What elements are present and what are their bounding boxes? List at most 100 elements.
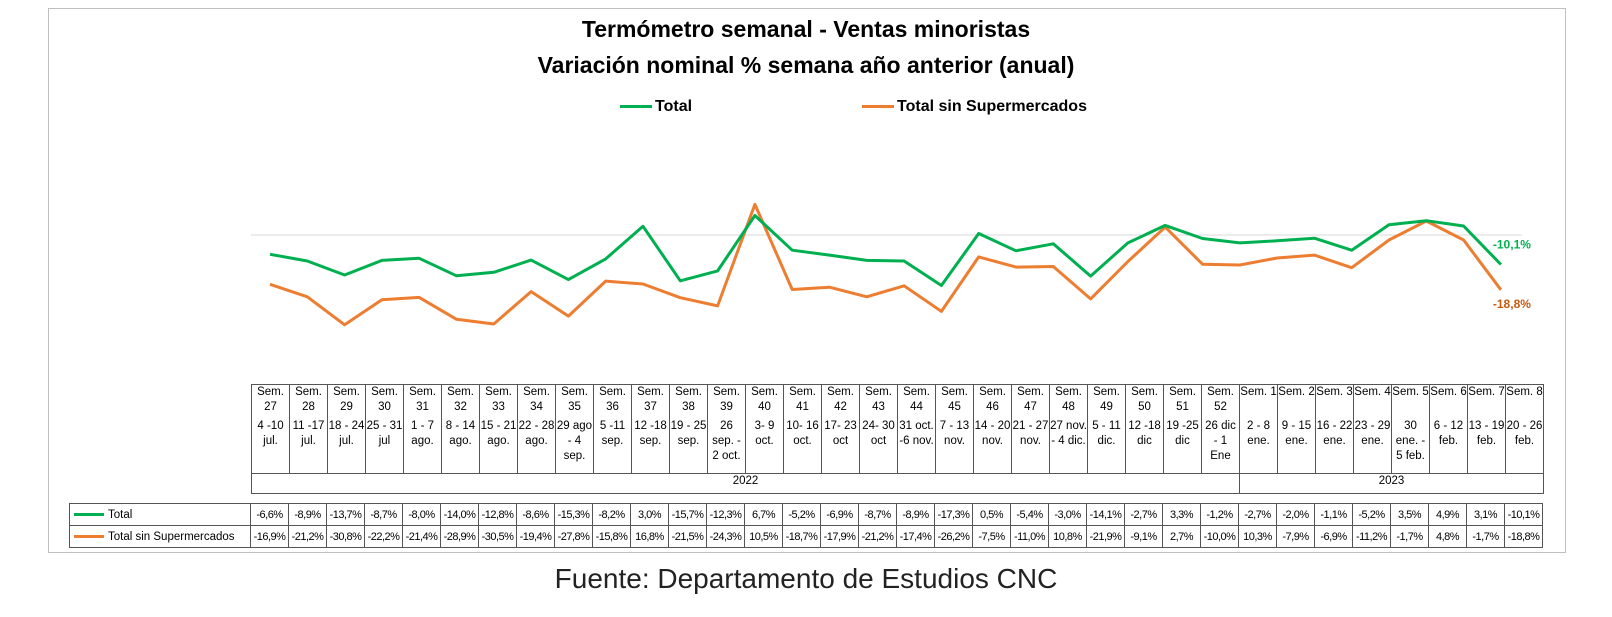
week-label: Sem. 47 — [1017, 386, 1044, 413]
value-cell: -7,5% — [972, 525, 1011, 548]
week-label: Sem. 31 — [409, 386, 436, 413]
category-cell: Sem. 8 20 - 26 feb. — [1505, 384, 1544, 474]
category-cell: Sem. 1 2 - 8 ene. — [1239, 384, 1278, 474]
category-header-row: Sem. 27 4 -10 jul. Sem. 28 11 -17 jul. Sem. … — [251, 384, 1544, 474]
week-label: Sem. 7 — [1468, 386, 1505, 398]
value-cell: -7,9% — [1276, 525, 1315, 548]
value-cell: -18,7% — [782, 525, 821, 548]
value-cell: -24,3% — [706, 525, 745, 548]
value-cell: -30,8% — [326, 525, 365, 548]
value-cell: -1,7% — [1466, 525, 1505, 548]
week-label: Sem. 8 — [1506, 386, 1543, 398]
value-cell: -1,1% — [1314, 503, 1353, 526]
category-cell: Sem. 30 25 - 31 jul — [365, 384, 404, 474]
week-label: Sem. 42 — [827, 386, 854, 413]
value-cell: -2,0% — [1276, 503, 1315, 526]
data-table: Total -6,6% -8,9% -13,7% -8,7% -8,0% -14,0% -1… — [69, 503, 1543, 548]
week-range: 13 - 19 feb. — [1468, 420, 1505, 447]
row-swatch-total — [74, 512, 104, 516]
week-range: 5 - 11 dic. — [1092, 420, 1121, 447]
chart-frame — [48, 8, 1566, 553]
value-cell: -21,4% — [402, 525, 441, 548]
value-cell: -21,2% — [288, 525, 327, 548]
week-label: Sem. 30 — [371, 386, 398, 413]
value-cell: 4,8% — [1428, 525, 1467, 548]
value-cell: -2,7% — [1238, 503, 1277, 526]
week-range: 25 - 31 jul — [366, 420, 403, 447]
week-label: Sem. 27 — [257, 386, 284, 413]
week-range: 23 - 29 ene. — [1354, 420, 1391, 447]
category-cell: Sem. 50 12 -18 dic — [1125, 384, 1164, 474]
week-range: 19 - 25 sep. — [670, 420, 707, 447]
year-label: 2022 — [251, 473, 1240, 494]
category-cell: Sem. 31 1 - 7 ago. — [403, 384, 442, 474]
week-label: Sem. 2 — [1278, 386, 1315, 398]
week-label: Sem. 6 — [1430, 386, 1467, 398]
value-cell: -30,5% — [478, 525, 517, 548]
week-range: 26 dic - 1 Ene — [1205, 420, 1236, 462]
value-cell: -21,9% — [1086, 525, 1125, 548]
week-range: 17- 23 oct — [824, 420, 857, 447]
week-label: Sem. 39 — [713, 386, 740, 413]
value-cell: -14,0% — [440, 503, 479, 526]
value-cell: -28,9% — [440, 525, 479, 548]
week-range: 20 - 26 feb. — [1506, 420, 1543, 447]
category-cell: Sem. 7 13 - 19 feb. — [1467, 384, 1506, 474]
week-label: Sem. 37 — [637, 386, 664, 413]
category-cell: Sem. 48 27 nov. - 4 dic. — [1049, 384, 1088, 474]
week-range: 9 - 15 ene. — [1281, 420, 1312, 447]
value-cell: -21,2% — [858, 525, 897, 548]
legend-item-total-sin-supermercados: Total sin Supermercados — [862, 98, 1087, 116]
row-swatch-total-sin-supermercados — [74, 534, 104, 538]
value-cell: -2,7% — [1124, 503, 1163, 526]
category-table: Sem. 27 4 -10 jul. Sem. 28 11 -17 jul. Sem. … — [251, 384, 1544, 494]
value-cell: 3,1% — [1466, 503, 1505, 526]
week-range: 18 - 24 jul. — [328, 420, 365, 447]
week-label: Sem. 40 — [751, 386, 778, 413]
category-cell: Sem. 51 19 -25 dic — [1163, 384, 1202, 474]
week-range: 31 oct. -6 nov. — [899, 420, 934, 447]
week-range: 5 -11 sep. — [599, 420, 626, 447]
value-cell: -15,8% — [592, 525, 631, 548]
week-label: Sem. 45 — [941, 386, 968, 413]
value-cell: 16,8% — [630, 525, 669, 548]
category-cell: Sem. 43 24- 30 oct — [859, 384, 898, 474]
value-cell: 3,3% — [1162, 503, 1201, 526]
value-cell: -5,2% — [1352, 503, 1391, 526]
value-cell: -8,2% — [592, 503, 631, 526]
value-cell: -3,0% — [1048, 503, 1087, 526]
category-cell: Sem. 28 11 -17 jul. — [289, 384, 328, 474]
category-cell: Sem. 36 5 -11 sep. — [593, 384, 632, 474]
week-range: 2 - 8 ene. — [1246, 420, 1270, 447]
value-cell: -13,7% — [326, 503, 365, 526]
legend-item-total: Total — [620, 98, 692, 116]
value-cell: 2,7% — [1162, 525, 1201, 548]
week-label: Sem. 41 — [789, 386, 816, 413]
legend-swatch-total — [620, 105, 652, 109]
category-cell: Sem. 27 4 -10 jul. — [251, 384, 290, 474]
data-row-total: Total -6,6% -8,9% -13,7% -8,7% -8,0% -14,0% -1… — [69, 503, 1543, 526]
value-cell: -19,4% — [516, 525, 555, 548]
week-range: 8 - 14 ago. — [445, 420, 476, 447]
category-cell: Sem. 4 23 - 29 ene. — [1353, 384, 1392, 474]
series-line-total — [269, 214, 1502, 287]
value-cell: -17,4% — [896, 525, 935, 548]
chart-title: Termómetro semanal - Ventas minoristas — [581, 16, 1031, 42]
week-range: 1 - 7 ago. — [410, 420, 434, 447]
value-cell: -27,8% — [554, 525, 593, 548]
category-cell: Sem. 47 21 - 27 nov. — [1011, 384, 1050, 474]
value-cell: -12,8% — [478, 503, 517, 526]
week-range: 15 - 21 ago. — [480, 420, 517, 447]
category-cell: Sem. 40 3- 9 oct. — [745, 384, 784, 474]
end-label-total-sin-supermercados: -18,8% — [1493, 297, 1531, 311]
week-range: 26 sep. - 2 oct. — [712, 420, 741, 462]
week-label: Sem. 44 — [903, 386, 930, 413]
value-cell: -8,9% — [288, 503, 327, 526]
value-cell: 0,5% — [972, 503, 1011, 526]
category-cell: Sem. 6 6 - 12 feb. — [1429, 384, 1468, 474]
value-cell: -8,7% — [364, 503, 403, 526]
value-cell: 4,9% — [1428, 503, 1467, 526]
value-cell: -21,5% — [668, 525, 707, 548]
row-label-total-sin-supermercados: Total sin Supermercados — [69, 525, 251, 548]
legend-label-total: Total — [655, 98, 693, 115]
